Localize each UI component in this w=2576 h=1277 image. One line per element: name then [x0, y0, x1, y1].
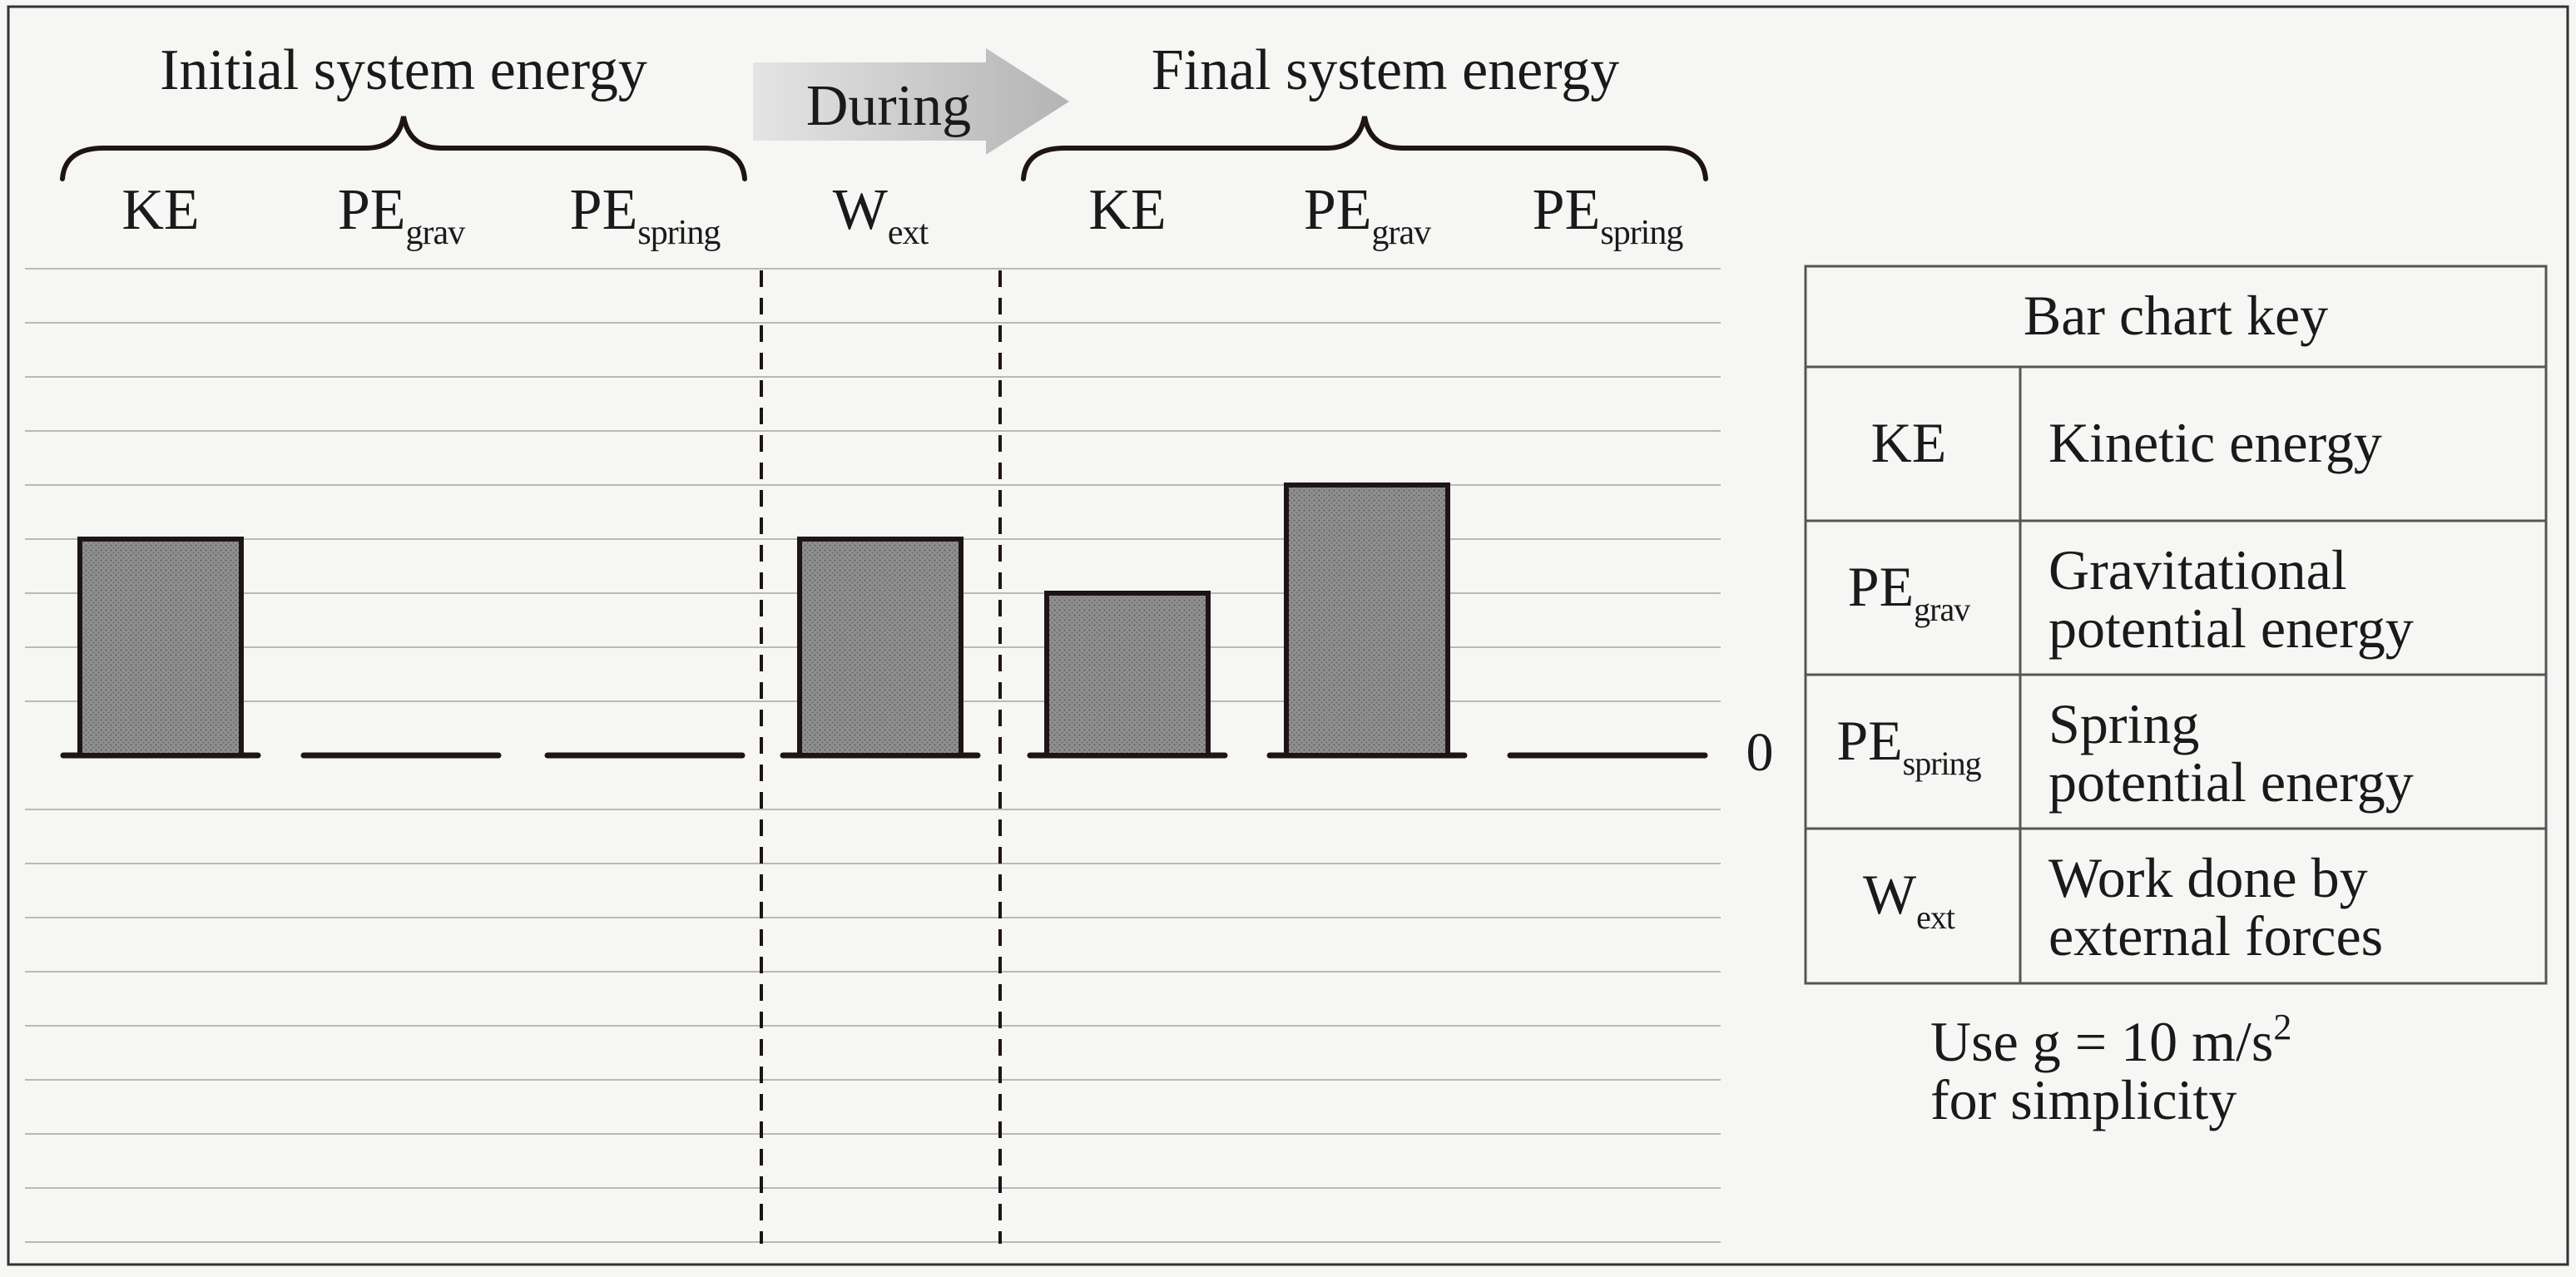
key-symbol-main: PE — [1836, 709, 1902, 772]
column-label-main: PE — [1304, 178, 1372, 242]
column-label-subscript: spring — [1600, 214, 1683, 252]
column-label-main: PE — [570, 178, 638, 242]
key-symbol-main: W — [1863, 863, 1917, 926]
note-superscript: 2 — [2273, 1007, 2291, 1047]
during-arrow-icon — [753, 48, 1069, 155]
column-label-subscript: ext — [888, 214, 929, 252]
during-header: During — [806, 74, 971, 138]
key-description-line2: external forces — [2048, 904, 2383, 968]
final-brace — [1021, 116, 1708, 181]
key-symbol: PEgrav — [1848, 555, 1970, 628]
bar — [77, 537, 244, 758]
note-line2: for simplicity — [1930, 1068, 2237, 1131]
key-symbol-subscript: grav — [1914, 591, 1970, 628]
column-label: Wext — [833, 178, 929, 252]
column-label: PEgrav — [338, 178, 465, 252]
bar — [1284, 483, 1450, 758]
key-symbol-subscript: ext — [1916, 898, 1955, 936]
column-label-main: W — [833, 178, 888, 242]
column-label-subscript: grav — [406, 214, 466, 252]
outer-border — [7, 5, 2569, 1266]
bar-chart-key: Bar chart key KE Kinetic energyPEgravGrav… — [1804, 265, 2548, 985]
zero-axis-label: 0 — [1746, 722, 1774, 783]
note-line1: Use g = 10 m/s2 — [1930, 1007, 2291, 1073]
bar — [797, 537, 964, 758]
column-labels: KE PEgrav PEspring Wext KE PEgrav PEspring — [121, 178, 1684, 252]
key-description: Kinetic energy — [2048, 411, 2382, 474]
column-label-main: PE — [1533, 178, 1601, 242]
column-label-subscript: grav — [1372, 214, 1432, 252]
key-description-line2: potential energy — [2048, 596, 2414, 660]
final-header: Final system energy — [1152, 38, 1620, 102]
column-label: KE — [1088, 178, 1166, 242]
column-label-main: KE — [121, 178, 199, 242]
column-label-main: KE — [1088, 178, 1166, 242]
column-label: PEspring — [1533, 178, 1684, 252]
key-description-line1: Gravitational — [2048, 538, 2347, 601]
key-symbol: Wext — [1863, 863, 1955, 936]
key-description-line2: potential energy — [2048, 750, 2414, 814]
key-description-line1: Work done by — [2048, 846, 2368, 909]
bar — [1044, 591, 1211, 758]
column-label: PEspring — [570, 178, 721, 252]
note-text: Use g = 10 m/s — [1930, 1010, 2273, 1073]
key-symbol-main: KE — [1871, 411, 1947, 474]
key-symbol-main: PE — [1848, 555, 1914, 618]
initial-header: Initial system energy — [160, 38, 647, 102]
key-border — [1804, 265, 2548, 985]
key-symbol: KE — [1871, 411, 1947, 474]
column-label: PEgrav — [1304, 178, 1431, 252]
key-symbol-subscript: spring — [1903, 745, 1982, 782]
column-label-subscript: spring — [637, 214, 721, 252]
key-description-line1: Spring — [2048, 692, 2199, 755]
key-rows: KE Kinetic energyPEgravGravitationalpoten… — [1836, 411, 2413, 968]
column-label: KE — [121, 178, 199, 242]
initial-brace — [60, 116, 747, 181]
bars — [60, 483, 1708, 759]
key-symbol: PEspring — [1836, 709, 1981, 782]
key-title: Bar chart key — [2024, 284, 2328, 347]
column-label-main: PE — [338, 178, 406, 242]
